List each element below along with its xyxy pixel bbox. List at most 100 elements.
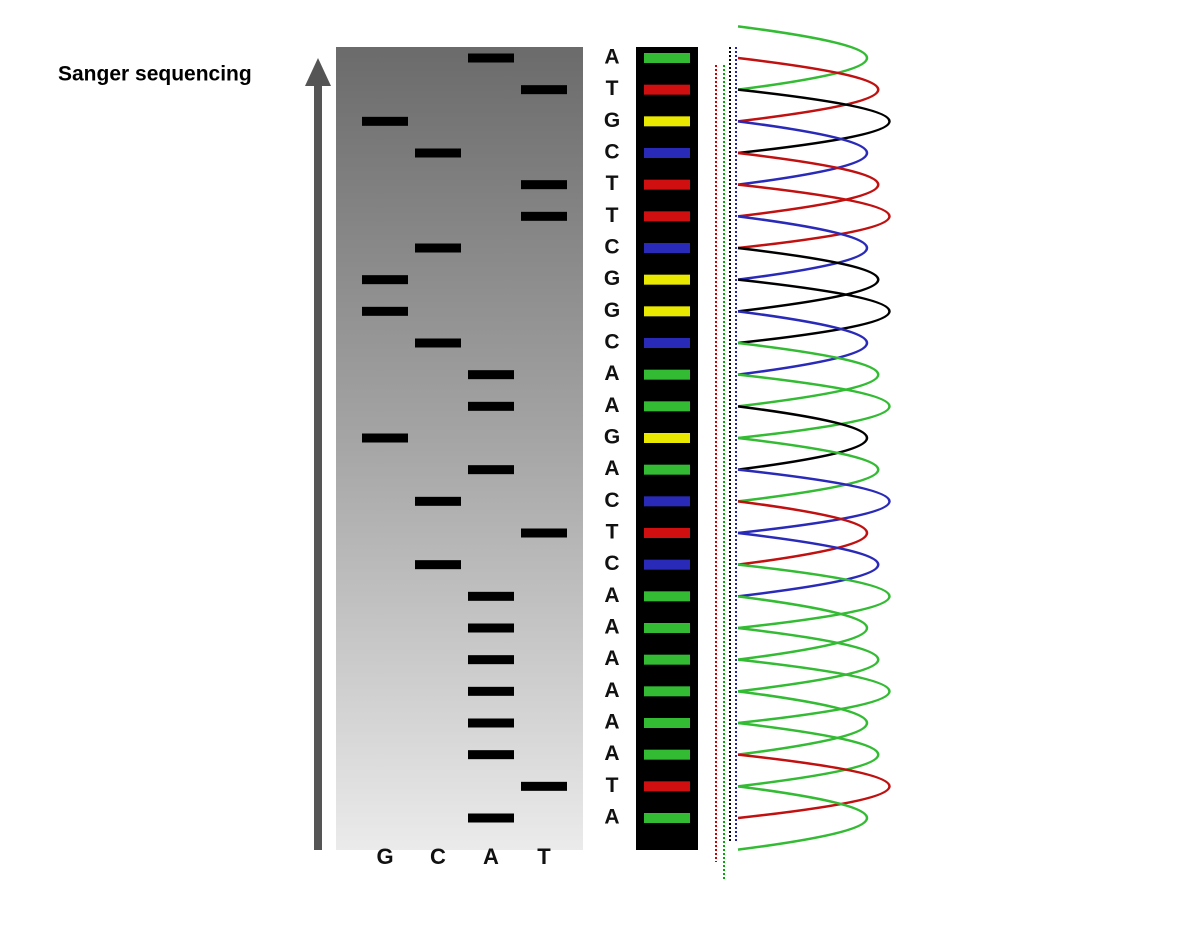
lane-label: C bbox=[430, 844, 446, 869]
base-letter: T bbox=[606, 77, 619, 100]
lane-label: A bbox=[483, 844, 499, 869]
base-color-bar bbox=[644, 306, 690, 317]
base-letter: T bbox=[606, 204, 619, 227]
trace-peak bbox=[737, 25, 869, 91]
base-color-bar bbox=[644, 623, 690, 633]
gel-band bbox=[362, 433, 408, 443]
gel-band bbox=[468, 718, 514, 728]
base-color-bar bbox=[644, 243, 690, 253]
base-letter: C bbox=[604, 236, 619, 259]
gel-band bbox=[468, 465, 514, 475]
gel-band bbox=[521, 211, 567, 221]
trace-peak bbox=[737, 310, 869, 376]
base-letter: G bbox=[604, 267, 620, 290]
base-color-bar bbox=[644, 591, 690, 602]
gel-band bbox=[468, 813, 514, 823]
gel-band bbox=[468, 370, 514, 380]
base-letter: A bbox=[604, 806, 619, 829]
trace-peak bbox=[737, 658, 891, 725]
trace-peak bbox=[737, 405, 869, 471]
base-color-bar bbox=[644, 148, 690, 158]
gel-band bbox=[362, 275, 408, 285]
trace-peak bbox=[737, 183, 891, 250]
lane-label: T bbox=[537, 844, 551, 869]
title: Sanger sequencing bbox=[58, 63, 252, 86]
color-strip bbox=[636, 47, 698, 850]
base-letter: T bbox=[606, 521, 619, 544]
base-letter: A bbox=[604, 584, 619, 607]
base-color-bar bbox=[644, 433, 690, 443]
base-color-bar bbox=[644, 654, 690, 665]
base-letter: T bbox=[606, 172, 619, 195]
trace-peak bbox=[737, 785, 869, 851]
trace-peak bbox=[737, 436, 880, 503]
trace-peak bbox=[737, 88, 891, 155]
trace-peak bbox=[737, 721, 880, 788]
base-color-bar bbox=[644, 686, 690, 697]
gel-band bbox=[415, 560, 461, 570]
base-letter: A bbox=[604, 394, 619, 417]
base-letter: C bbox=[604, 489, 619, 512]
trace-peak bbox=[737, 468, 891, 535]
gel-band bbox=[521, 180, 567, 190]
gel-band bbox=[362, 116, 408, 126]
base-letter: G bbox=[604, 426, 620, 449]
base-color-bar bbox=[644, 338, 690, 348]
gel-band bbox=[468, 53, 514, 63]
base-color-bar bbox=[644, 559, 690, 570]
arrow-head bbox=[305, 58, 331, 86]
base-color-bar bbox=[644, 211, 690, 222]
trace-peak bbox=[737, 563, 891, 630]
gel-band bbox=[468, 591, 514, 601]
base-color-bar bbox=[644, 179, 690, 190]
base-color-bar bbox=[644, 369, 690, 380]
base-color-bar bbox=[644, 528, 690, 538]
base-letter: C bbox=[604, 141, 619, 164]
gel-band bbox=[468, 623, 514, 633]
trace-peak bbox=[737, 531, 880, 598]
base-color-bar bbox=[644, 116, 690, 127]
base-letter: A bbox=[604, 679, 619, 702]
gel-band bbox=[415, 148, 461, 158]
base-color-bar bbox=[644, 464, 690, 475]
trace-peak bbox=[737, 246, 880, 313]
trace-peak bbox=[737, 626, 880, 693]
base-letter: G bbox=[604, 109, 620, 132]
gel-band bbox=[468, 686, 514, 696]
trace-peak bbox=[737, 753, 891, 820]
base-letter: C bbox=[604, 552, 619, 575]
trace-peak bbox=[737, 120, 869, 186]
trace-peak bbox=[737, 595, 869, 661]
gel bbox=[336, 47, 583, 850]
base-letter: A bbox=[604, 742, 619, 765]
base-letter: G bbox=[604, 299, 620, 322]
trace-peak bbox=[737, 500, 869, 566]
trace-peak bbox=[737, 690, 869, 756]
base-color-bar bbox=[644, 749, 690, 760]
base-color-bar bbox=[644, 53, 690, 63]
base-color-bar bbox=[644, 718, 690, 728]
gel-band bbox=[415, 338, 461, 348]
base-letter: C bbox=[604, 331, 619, 354]
gel-band bbox=[521, 85, 567, 95]
gel-band bbox=[521, 528, 567, 538]
gel-band bbox=[415, 243, 461, 253]
trace-peak bbox=[737, 373, 891, 440]
base-color-bar bbox=[644, 401, 690, 412]
base-color-bar bbox=[644, 274, 690, 285]
base-color-bar bbox=[644, 84, 690, 95]
base-letter: A bbox=[604, 711, 619, 734]
base-letter: A bbox=[604, 647, 619, 670]
base-color-bar bbox=[644, 813, 690, 823]
lane-label: G bbox=[376, 844, 393, 869]
gel-band bbox=[521, 781, 567, 791]
base-color-bar bbox=[644, 496, 690, 507]
trace-peak bbox=[737, 341, 880, 408]
gel-band bbox=[468, 401, 514, 411]
base-letter: A bbox=[604, 362, 619, 385]
gel-band bbox=[468, 655, 514, 665]
base-letter: A bbox=[604, 457, 619, 480]
base-color-bar bbox=[644, 781, 690, 792]
trace-peak bbox=[737, 151, 880, 218]
